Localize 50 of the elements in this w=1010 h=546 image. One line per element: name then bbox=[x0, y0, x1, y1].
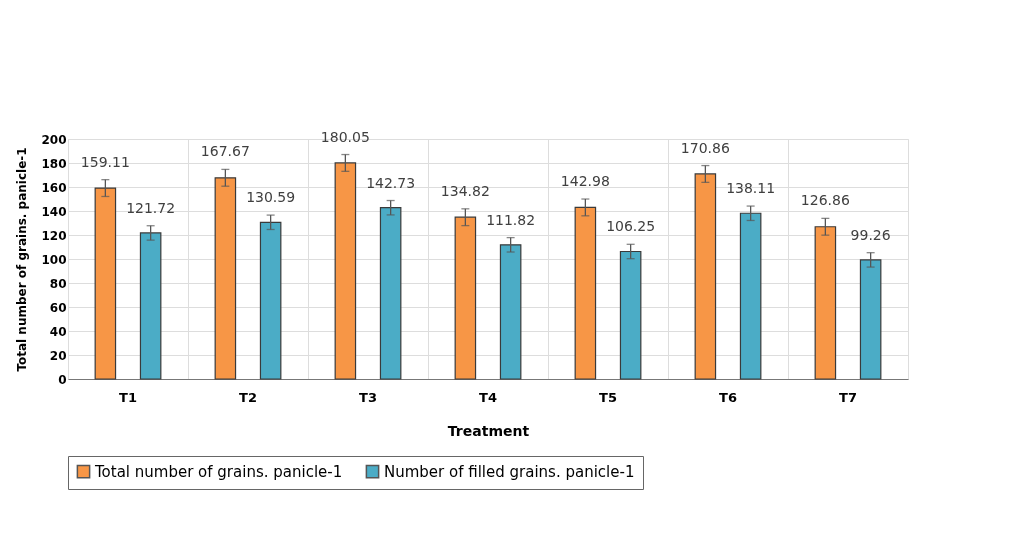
bar bbox=[499, 244, 522, 380]
bar bbox=[694, 173, 717, 380]
bar bbox=[619, 250, 642, 380]
data-label: 99.26 bbox=[850, 226, 891, 243]
data-label: 130.59 bbox=[246, 189, 296, 206]
y-tick-label: 0 bbox=[58, 372, 67, 387]
y-tick-label: 80 bbox=[49, 276, 67, 291]
bar bbox=[379, 207, 402, 380]
bar bbox=[859, 259, 882, 380]
y-tick-label: 200 bbox=[41, 132, 67, 147]
data-label: 121.72 bbox=[126, 199, 176, 216]
bar bbox=[259, 221, 282, 380]
data-label: 106.25 bbox=[606, 218, 656, 235]
y-tick-label: 20 bbox=[49, 348, 67, 363]
data-label: 159.11 bbox=[80, 153, 130, 170]
legend-label: Total number of grains. panicle-1 bbox=[94, 462, 343, 481]
bar bbox=[139, 232, 162, 380]
x-tick-label: T5 bbox=[599, 389, 617, 405]
data-label: 138.11 bbox=[726, 180, 776, 197]
x-tick-label: T4 bbox=[479, 389, 497, 405]
x-tick-label: T1 bbox=[119, 389, 137, 405]
y-tick-label: 180 bbox=[41, 156, 67, 171]
y-axis-title: Total number of grains. panicle-1 bbox=[15, 147, 30, 372]
bar bbox=[814, 226, 837, 380]
bar bbox=[214, 177, 237, 380]
data-label: 167.67 bbox=[200, 143, 250, 160]
x-axis-title: Treatment bbox=[447, 422, 530, 439]
y-tick-label: 100 bbox=[41, 252, 67, 267]
legend-label: Number of filled grains. panicle-1 bbox=[384, 462, 635, 481]
y-tick-label: 60 bbox=[49, 300, 67, 315]
x-tick-label: T3 bbox=[359, 389, 377, 405]
data-label: 142.73 bbox=[366, 174, 416, 191]
x-tick-label: T6 bbox=[719, 389, 737, 405]
bar bbox=[739, 212, 762, 380]
data-label: 126.86 bbox=[800, 192, 850, 209]
bar bbox=[94, 187, 117, 380]
bar bbox=[454, 216, 477, 380]
data-label: 134.82 bbox=[440, 182, 490, 199]
bar bbox=[334, 162, 357, 380]
bar bbox=[574, 206, 597, 380]
x-tick-label: T7 bbox=[839, 389, 857, 405]
data-label: 111.82 bbox=[486, 211, 536, 228]
y-tick-label: 40 bbox=[49, 324, 67, 339]
x-tick-label: T2 bbox=[239, 389, 257, 405]
y-tick-label: 160 bbox=[41, 180, 67, 195]
data-label: 170.86 bbox=[680, 139, 730, 156]
y-tick-label: 120 bbox=[41, 228, 67, 243]
data-label: 142.98 bbox=[560, 173, 610, 190]
y-tick-label: 140 bbox=[41, 204, 67, 219]
data-label: 180.05 bbox=[320, 128, 370, 145]
